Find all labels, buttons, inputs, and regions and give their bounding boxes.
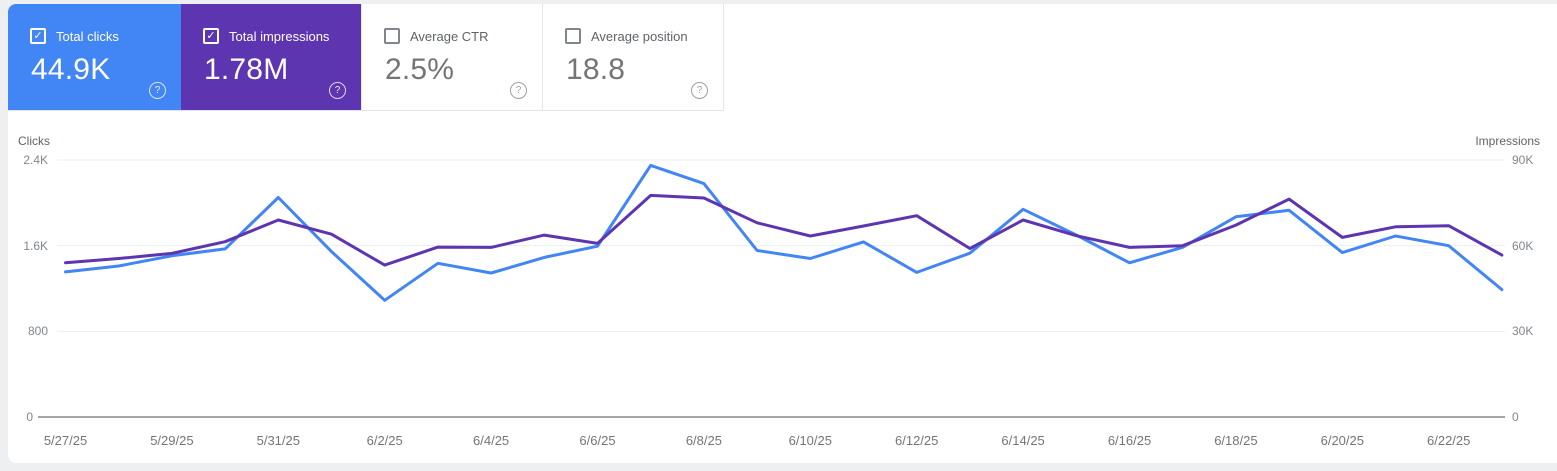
clicks-line[interactable]: [64, 163, 1504, 302]
card-header: ✓ Total impressions: [203, 28, 329, 44]
x-tick-label: 6/4/25: [473, 433, 510, 448]
card-header: ✓ Total clicks: [30, 28, 119, 44]
x-tick-label: 6/6/25: [579, 433, 616, 448]
card-value: 18.8: [566, 53, 626, 86]
x-tick-label: 6/14/25: [1001, 433, 1045, 448]
help-icon[interactable]: ?: [691, 82, 708, 99]
x-tick-label: 6/10/25: [788, 433, 832, 448]
performance-panel: ✓ Total clicks 44.9K ? ✓ Total impressio…: [8, 4, 1557, 463]
right-axis-title: Impressions: [1475, 134, 1540, 148]
chart-canvas[interactable]: [8, 4, 1557, 463]
y-tick-label-left: 1.6K: [23, 238, 48, 253]
left-axis-title: Clicks: [18, 134, 50, 148]
checkbox-unchecked-icon[interactable]: [565, 28, 581, 44]
y-tick-label-right: 30K: [1512, 324, 1534, 339]
x-tick-label: 6/18/25: [1214, 433, 1258, 448]
help-icon[interactable]: ?: [510, 82, 527, 99]
card-label: Average position: [591, 28, 688, 44]
checkbox-unchecked-icon[interactable]: [384, 28, 400, 44]
x-tick-label: 6/2/25: [366, 433, 403, 448]
card-value: 44.9K: [31, 53, 111, 86]
y-tick-label-left: 2.4K: [23, 153, 48, 167]
y-tick-label-right: 90K: [1512, 153, 1534, 167]
x-tick-label: 6/20/25: [1320, 433, 1364, 448]
card-header: Average CTR: [384, 28, 489, 44]
y-tick-label-left: 0: [26, 410, 33, 424]
metric-card-average-ctr[interactable]: Average CTR 2.5% ?: [361, 4, 542, 111]
help-icon[interactable]: ?: [329, 82, 346, 99]
x-tick-label: 5/27/25: [43, 433, 88, 448]
checkbox-checked-icon[interactable]: ✓: [30, 28, 46, 44]
card-label: Total impressions: [229, 28, 330, 44]
card-value: 1.78M: [204, 53, 289, 86]
performance-chart[interactable]: Clicks Impressions 0 800 1.6K 2.4K 0 30K 60K 90…: [8, 4, 1557, 463]
metric-card-average-position[interactable]: Average position 18.8 ?: [542, 4, 724, 111]
y-tick-label-left: 800: [27, 324, 48, 339]
y-tick-label-right: 60K: [1512, 238, 1534, 253]
x-tick-label: 6/12/25: [895, 433, 939, 448]
checkbox-checked-icon[interactable]: ✓: [203, 28, 219, 44]
metric-cards-row: ✓ Total clicks 44.9K ? ✓ Total impressio…: [8, 4, 724, 111]
x-tick-label: 6/16/25: [1107, 433, 1152, 448]
metric-card-total-clicks[interactable]: ✓ Total clicks 44.9K ?: [8, 4, 181, 111]
x-tick-label: 6/8/25: [685, 433, 722, 448]
x-tick-label: 6/22/25: [1427, 433, 1471, 448]
metric-card-total-impressions[interactable]: ✓ Total impressions 1.78M ?: [181, 4, 361, 111]
impressions-line[interactable]: [64, 193, 1504, 267]
x-tick-label: 5/29/25: [150, 433, 194, 448]
card-value: 2.5%: [385, 53, 455, 86]
help-icon[interactable]: ?: [149, 82, 166, 99]
card-label: Total clicks: [56, 28, 119, 44]
card-label: Average CTR: [410, 28, 489, 44]
card-header: Average position: [565, 28, 688, 44]
y-tick-label-right: 0: [1512, 410, 1519, 424]
x-tick-label: 5/31/25: [256, 433, 300, 448]
